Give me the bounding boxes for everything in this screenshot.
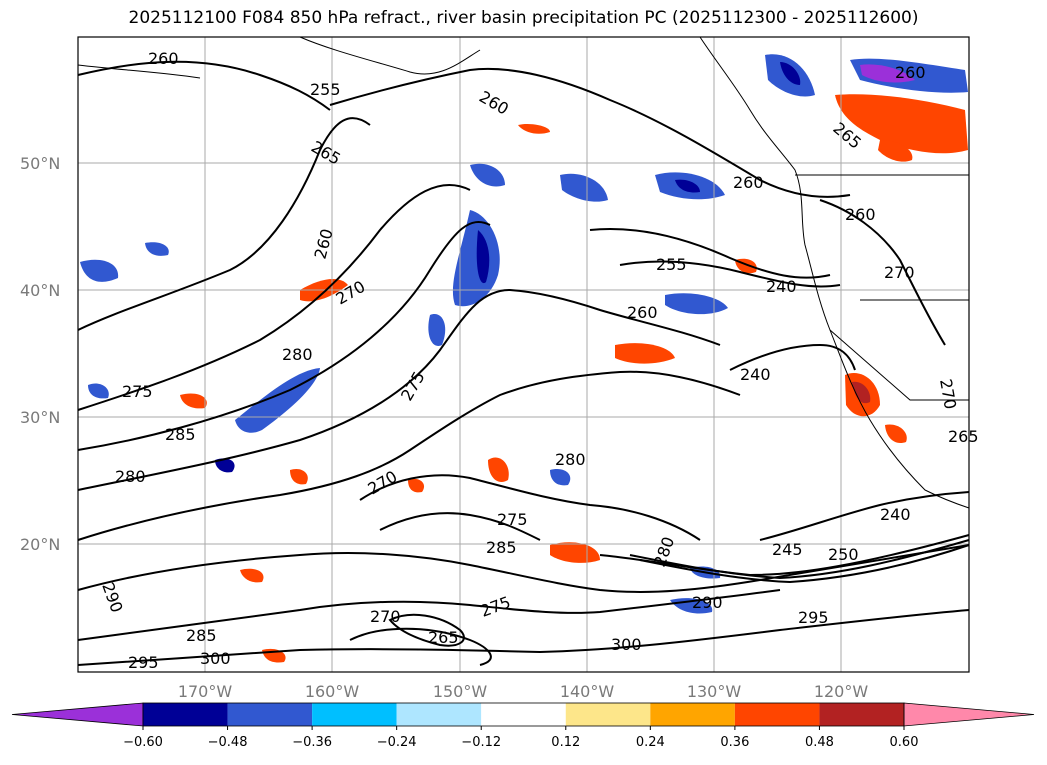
contour-label: 285	[165, 425, 196, 444]
lon-label: 120°W	[814, 682, 869, 701]
precip-patch-s6	[290, 468, 308, 485]
colorbar-ticks: −0.60 −0.48 −0.36 −0.24 −0.12 0.12 0.24 0.36 0.4…	[123, 726, 918, 750]
precip-patch-ne-red	[835, 94, 968, 154]
colorbar-tick-label: −0.24	[377, 735, 417, 750]
contour-label: 265	[948, 427, 979, 446]
precip-patch-navy-sm	[215, 458, 235, 473]
contour-label: 300	[611, 635, 642, 654]
precip-patch-s3	[550, 469, 571, 486]
contour-label: 250	[828, 545, 859, 564]
colorbar-tick-label: 0.36	[720, 735, 749, 750]
precip-patch-150w-low	[428, 314, 446, 346]
contour-label: 260	[845, 205, 876, 224]
precip-patch-ca-dark	[852, 381, 871, 404]
contour-label: 280	[282, 345, 313, 364]
colorbar-tick-label: 0.24	[636, 735, 665, 750]
precip-patch-s8	[518, 123, 550, 134]
colorbar-segment	[819, 703, 904, 726]
precip-patch-goa1	[560, 173, 608, 202]
graticule	[78, 37, 969, 672]
colorbar-frame	[142, 702, 905, 727]
colorbar-tick-label: 0.48	[805, 735, 834, 750]
contour-label: 240	[740, 365, 771, 384]
contour-label: 255	[310, 80, 341, 99]
lon-label: 160°W	[305, 682, 360, 701]
lon-label: 150°W	[433, 682, 488, 701]
colorbar-tick-label: −0.48	[208, 735, 248, 750]
contour-label: 295	[128, 653, 159, 672]
contour-label: 260	[733, 173, 764, 192]
contour-labels: 260 255 260 265 260 270 280 275 285 280 …	[98, 49, 978, 672]
longitude-labels: 170°W 160°W 150°W 140°W 130°W 120°W	[178, 682, 869, 701]
colorbar-tick-label: −0.60	[123, 735, 163, 750]
lat-label: 20°N	[20, 535, 60, 554]
contour-label: 275	[497, 510, 528, 529]
contour-label: 240	[880, 505, 911, 524]
lon-label: 140°W	[560, 682, 615, 701]
contour-label: 260	[148, 49, 179, 68]
precip-patch-150w-band	[452, 210, 500, 307]
colorbar-tick-label: 0.60	[890, 735, 919, 750]
lat-label: 30°N	[20, 408, 60, 427]
precip-patch-west2	[145, 242, 169, 256]
precip-patch-ne-red2	[878, 140, 913, 162]
colorbar-segment	[565, 703, 651, 726]
colorbar-tick-label: 0.12	[551, 735, 580, 750]
contour-label: 280	[115, 467, 146, 486]
contour-label: 255	[656, 255, 687, 274]
contour-label: 285	[186, 626, 217, 645]
precip-patch-e40	[665, 293, 728, 315]
map-frame	[77, 36, 970, 673]
contour-label: 285	[486, 538, 517, 557]
colorbar-extend-low	[11, 702, 144, 727]
refractivity-contours	[77, 60, 970, 666]
colorbar-segment	[143, 703, 228, 726]
colorbar-tick-label: −0.12	[461, 735, 501, 750]
precip-patch-150w-navy	[476, 230, 490, 284]
precip-patch-c3	[488, 457, 509, 482]
lon-label: 130°W	[687, 682, 742, 701]
precip-patch-goa3	[470, 163, 505, 187]
contour-label: 270	[370, 607, 401, 626]
latitude-labels: 50°N 40°N 30°N 20°N	[20, 154, 60, 554]
precip-patch-west3	[88, 383, 109, 399]
lat-label: 40°N	[20, 281, 60, 300]
colorbar-segment	[734, 703, 820, 726]
contour-label: 265	[428, 628, 459, 647]
precip-patch-c1	[615, 343, 675, 364]
contour-label: 260	[895, 63, 926, 82]
precip-patch-s4	[240, 568, 264, 583]
contour-label: 275	[122, 382, 153, 401]
contour-label: 300	[200, 649, 231, 668]
colorbar-segment	[312, 703, 397, 726]
precip-patch-goa2-navy	[675, 179, 700, 193]
colorbar-segment	[227, 703, 313, 726]
precip-patch-s7	[408, 478, 425, 493]
map-background	[78, 37, 969, 672]
colorbar-segment	[396, 703, 482, 726]
lon-label: 170°W	[178, 682, 233, 701]
contour-label: 245	[772, 540, 803, 559]
colorbar-tick-label: −0.36	[292, 735, 332, 750]
contour-label: 295	[798, 608, 829, 627]
contour-label: 240	[766, 277, 797, 296]
precip-patch-ne-violet	[860, 64, 915, 83]
colorbar-segment	[481, 703, 566, 726]
colorbar-extend-high	[903, 702, 1035, 727]
colorbar-segment	[650, 703, 735, 726]
precip-patch-ak-navy	[780, 62, 801, 85]
precip-patch-ca-red2	[885, 424, 907, 444]
lat-label: 50°N	[20, 154, 60, 173]
precip-patch-west1	[80, 259, 119, 282]
contour-label: 260	[627, 303, 658, 322]
contour-label: 280	[555, 450, 586, 469]
precip-patches	[80, 54, 968, 663]
precip-patch-sw-orange2	[180, 393, 207, 409]
map-title: 2025112100 F084 850 hPa refract., river …	[128, 8, 919, 28]
contour-label: 270	[884, 263, 915, 282]
colorbar	[11, 702, 1035, 727]
contour-label: 290	[692, 593, 723, 612]
